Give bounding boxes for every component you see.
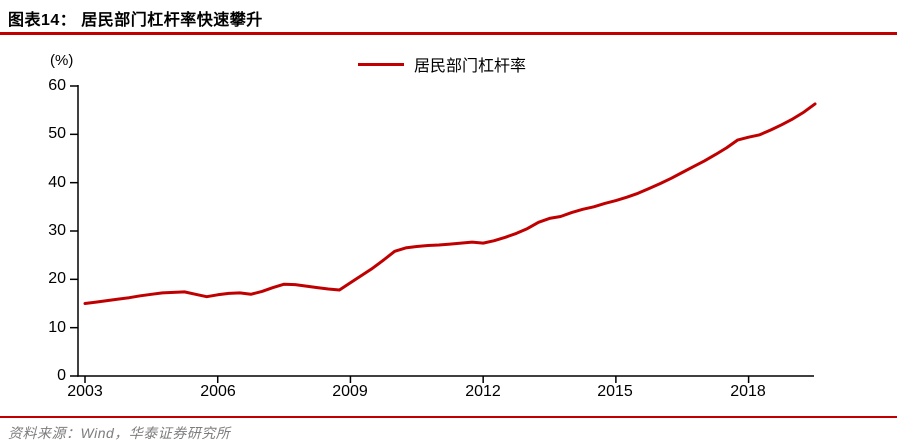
legend-series-label: 居民部门杠杆率: [414, 58, 527, 75]
chart-legend: 居民部门杠杆率: [358, 52, 526, 76]
y-tick-label-0: 0: [57, 367, 66, 384]
x-tick-label-2009: 2009: [332, 383, 368, 400]
y-tick-label-40: 40: [48, 174, 66, 191]
x-tick-label-2003: 2003: [67, 383, 103, 400]
title-underline-rule: [0, 32, 897, 35]
series-line-group: [83, 102, 817, 305]
axis-tick-marks: [70, 85, 750, 383]
y-tick-label-60: 60: [48, 77, 66, 94]
x-tick-label-2015: 2015: [597, 383, 633, 400]
legend-line-swatch: [358, 62, 404, 66]
footer-rule: [0, 416, 897, 418]
y-tick-label-50: 50: [48, 125, 66, 142]
y-tick-label-20: 20: [48, 270, 66, 287]
x-tick-label-2012: 2012: [465, 383, 501, 400]
y-axis-unit-label: (%): [50, 52, 74, 69]
series-line: [83, 102, 817, 305]
figure-title: 图表14： 居民部门杠杆率快速攀升: [8, 12, 263, 29]
x-tick-label-2018: 2018: [730, 383, 766, 400]
y-tick-label-10: 10: [48, 319, 66, 336]
x-tick-label-2006: 2006: [200, 383, 236, 400]
source-attribution: 资料来源：Wind，华泰证券研究所: [8, 425, 231, 441]
y-tick-label-30: 30: [48, 222, 66, 239]
